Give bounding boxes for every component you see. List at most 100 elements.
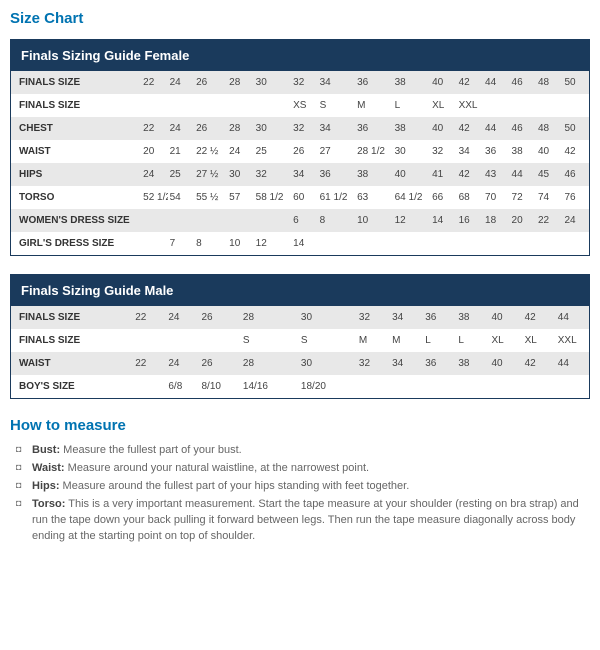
cell: 42	[457, 117, 483, 140]
cell: 30	[299, 306, 357, 329]
cell: 76	[562, 186, 589, 209]
cell: 36	[483, 140, 509, 163]
cell: 66	[430, 186, 456, 209]
female-size-chart: Finals Sizing Guide Female FINALS SIZE22…	[10, 39, 590, 256]
cell	[510, 94, 536, 117]
cell: 26	[194, 71, 227, 94]
cell	[355, 232, 393, 255]
cell: 6	[291, 209, 317, 232]
cell: 38	[355, 163, 393, 186]
row-label: FINALS SIZE	[11, 306, 133, 329]
cell: 30	[254, 71, 292, 94]
cell: 40	[489, 306, 522, 329]
cell: 42	[523, 352, 556, 375]
cell	[423, 375, 456, 398]
cell: 28	[227, 117, 253, 140]
cell: 20	[510, 209, 536, 232]
cell: 24	[166, 352, 199, 375]
cell: 26	[200, 352, 241, 375]
cell: 40	[430, 117, 456, 140]
cell: L	[456, 329, 489, 352]
cell: 18/20	[299, 375, 357, 398]
cell: 32	[254, 163, 292, 186]
cell: 30	[227, 163, 253, 186]
cell: 22	[133, 352, 166, 375]
cell: 34	[457, 140, 483, 163]
row-label: TORSO	[11, 186, 141, 209]
cell: 24	[562, 209, 589, 232]
cell: 42	[562, 140, 589, 163]
cell: 34	[318, 117, 356, 140]
cell	[168, 94, 194, 117]
cell: 32	[357, 352, 390, 375]
cell: 10	[355, 209, 393, 232]
cell: 8/10	[200, 375, 241, 398]
cell: 40	[430, 71, 456, 94]
cell	[318, 232, 356, 255]
cell: 44	[556, 352, 589, 375]
cell: 24	[168, 117, 194, 140]
cell	[562, 94, 589, 117]
cell: 44	[556, 306, 589, 329]
table-row: FINALS SIZE22242628303234363840424446485…	[11, 71, 589, 94]
table-row: WOMEN'S DRESS SIZE681012141618202224	[11, 209, 589, 232]
cell	[200, 329, 241, 352]
male-chart-title: Finals Sizing Guide Male	[11, 275, 589, 306]
cell: 46	[562, 163, 589, 186]
cell: 42	[457, 163, 483, 186]
measure-text: Measure around your natural waistline, a…	[65, 462, 370, 474]
cell: 72	[510, 186, 536, 209]
table-row: CHEST222426283032343638404244464850	[11, 117, 589, 140]
cell: 22	[141, 71, 167, 94]
cell: 32	[430, 140, 456, 163]
cell	[227, 209, 253, 232]
cell: 50	[562, 117, 589, 140]
cell: 34	[318, 71, 356, 94]
cell	[133, 329, 166, 352]
cell: 45	[536, 163, 562, 186]
cell: 24	[227, 140, 253, 163]
cell: 26	[291, 140, 317, 163]
cell: 48	[536, 71, 562, 94]
table-row: FINALS SIZESSMMLLXLXLXXL	[11, 329, 589, 352]
cell: 48	[536, 117, 562, 140]
cell: 14/16	[241, 375, 299, 398]
cell: 58 1/2	[254, 186, 292, 209]
cell: 22	[133, 306, 166, 329]
male-size-chart: Finals Sizing Guide Male FINALS SIZE2224…	[10, 274, 590, 399]
cell: L	[423, 329, 456, 352]
cell	[536, 232, 562, 255]
cell: 20	[141, 140, 167, 163]
cell: 30	[254, 117, 292, 140]
cell: 36	[355, 71, 393, 94]
row-label: FINALS SIZE	[11, 94, 141, 117]
measure-item: Bust: Measure the fullest part of your b…	[16, 442, 590, 460]
cell: 8	[194, 232, 227, 255]
cell: 10	[227, 232, 253, 255]
cell: 12	[393, 209, 431, 232]
cell: S	[299, 329, 357, 352]
cell: S	[318, 94, 356, 117]
cell: 30	[299, 352, 357, 375]
cell: 32	[357, 306, 390, 329]
cell: 38	[510, 140, 536, 163]
table-row: GIRL'S DRESS SIZE78101214	[11, 232, 589, 255]
cell: 46	[510, 71, 536, 94]
cell	[227, 94, 253, 117]
cell: 36	[318, 163, 356, 186]
cell: 55 ½	[194, 186, 227, 209]
cell: 38	[393, 117, 431, 140]
measure-text: Measure the fullest part of your bust.	[60, 444, 242, 456]
cell	[357, 375, 390, 398]
cell: 27 ½	[194, 163, 227, 186]
measure-item: Torso: This is a very important measurem…	[16, 496, 590, 546]
cell	[393, 232, 431, 255]
cell	[489, 375, 522, 398]
row-label: WAIST	[11, 352, 133, 375]
table-row: HIPS242527 ½303234363840414243444546	[11, 163, 589, 186]
row-label: FINALS SIZE	[11, 329, 133, 352]
row-label: GIRL'S DRESS SIZE	[11, 232, 141, 255]
table-row: WAIST222426283032343638404244	[11, 352, 589, 375]
cell	[141, 209, 167, 232]
cell: M	[390, 329, 423, 352]
